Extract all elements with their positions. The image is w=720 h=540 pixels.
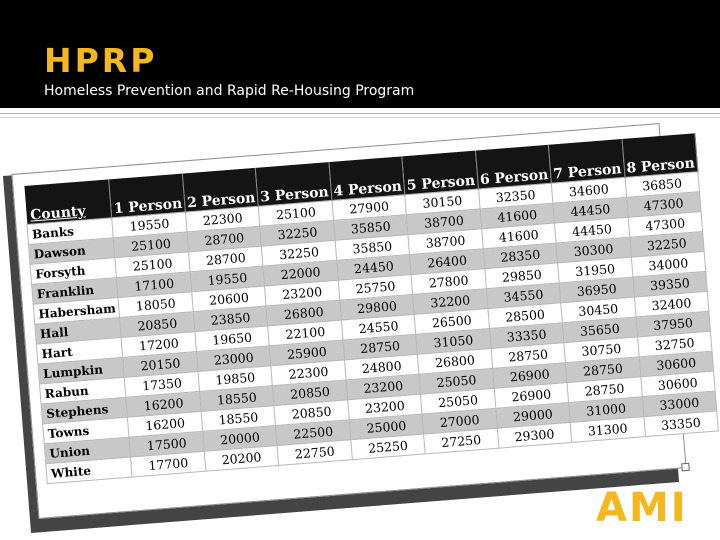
- table-body: Banks 19550 22300 25100 27900 30150 32350 34600…: [26, 171, 719, 484]
- column-header-4-person: 4 Person: [328, 156, 405, 201]
- ami-badge: AMI: [596, 485, 688, 531]
- column-header-5-person: 5 Person: [401, 150, 479, 195]
- slide-subtitle: Homeless Prevention and Rapid Re-Housing…: [44, 83, 415, 99]
- slide-title: HPRP: [44, 41, 158, 80]
- title-bar: HPRP Homeless Prevention and Rapid Re-Ho…: [0, 0, 720, 108]
- income-limit-cell: 33350: [643, 410, 719, 437]
- column-header-1-person: 1 Person: [109, 173, 186, 218]
- income-limit-cell: 25250: [350, 433, 426, 460]
- column-header-8-person: 8 Person: [621, 133, 698, 178]
- column-header-3-person: 3 Person: [255, 162, 332, 207]
- column-header-2-person: 2 Person: [182, 167, 259, 213]
- income-limit-cell: 22750: [277, 439, 353, 466]
- income-limit-cell: 17700: [130, 451, 206, 477]
- column-header-county: County: [23, 179, 113, 225]
- income-limit-cell: 31300: [570, 416, 646, 443]
- resize-handle: [681, 462, 690, 472]
- income-limits-table-image: County 1 Person 2 Person 3 Person 4 Person 5 …: [11, 123, 719, 519]
- divider-line: [0, 117, 720, 118]
- column-header-6-person: 6 Person: [475, 144, 552, 189]
- income-limit-cell: 27250: [423, 428, 499, 454]
- column-header-7-person: 7 Person: [548, 139, 625, 184]
- income-limits-table: County 1 Person 2 Person 3 Person 4 Person 5 …: [23, 133, 719, 484]
- income-limit-cell: 29300: [497, 422, 572, 449]
- divider-line: [0, 113, 720, 114]
- income-limit-cell: 20200: [204, 445, 279, 472]
